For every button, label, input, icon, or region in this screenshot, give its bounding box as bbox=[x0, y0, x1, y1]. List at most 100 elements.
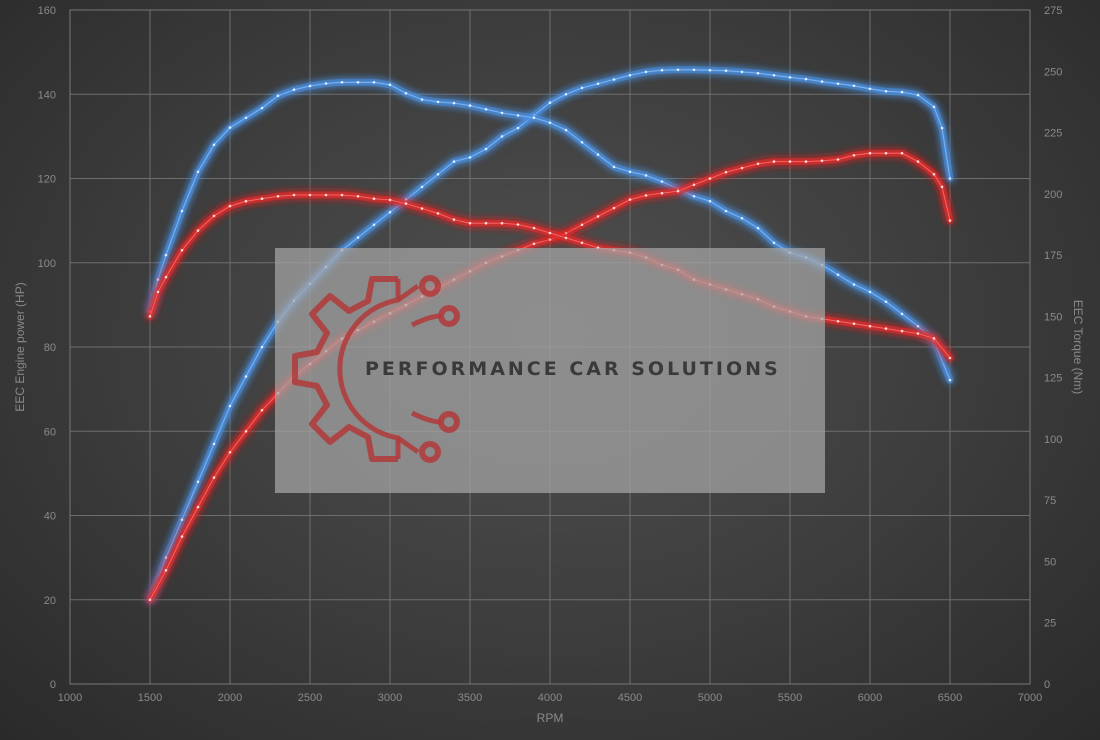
data-point bbox=[916, 93, 920, 97]
data-point bbox=[884, 151, 888, 155]
data-point bbox=[724, 69, 728, 72]
y2-tick-label: 200 bbox=[1044, 189, 1062, 201]
x-tick-label: 7000 bbox=[1018, 692, 1042, 704]
data-point bbox=[196, 170, 200, 174]
data-point bbox=[612, 206, 616, 210]
data-point bbox=[516, 126, 520, 130]
data-point bbox=[548, 101, 552, 104]
data-point bbox=[692, 183, 696, 187]
data-point bbox=[164, 253, 168, 257]
data-point bbox=[660, 68, 664, 72]
data-point bbox=[532, 116, 536, 120]
data-point bbox=[676, 68, 680, 72]
data-point bbox=[932, 105, 936, 109]
data-point bbox=[740, 70, 744, 74]
y2-tick-label: 175 bbox=[1044, 250, 1062, 262]
data-point bbox=[228, 404, 232, 408]
y2-tick-label: 250 bbox=[1044, 66, 1062, 78]
y2-tick-label: 225 bbox=[1044, 128, 1062, 140]
data-point bbox=[356, 195, 360, 198]
data-point bbox=[948, 219, 952, 222]
x-tick-label: 1500 bbox=[138, 692, 162, 704]
data-point bbox=[340, 193, 344, 197]
data-point bbox=[772, 241, 776, 245]
data-point bbox=[852, 322, 856, 326]
data-point bbox=[196, 480, 200, 484]
data-point bbox=[612, 78, 616, 81]
y2-tick-label: 50 bbox=[1044, 556, 1056, 568]
data-point bbox=[804, 160, 808, 163]
data-point bbox=[516, 114, 520, 117]
data-point bbox=[180, 209, 184, 213]
data-point bbox=[564, 128, 568, 132]
data-point bbox=[156, 278, 160, 281]
y2-tick-label: 75 bbox=[1044, 495, 1056, 507]
x-tick-label: 6000 bbox=[858, 692, 882, 704]
data-point bbox=[884, 300, 888, 304]
x-tick-label: 4500 bbox=[618, 692, 642, 704]
data-point bbox=[180, 518, 184, 521]
data-point bbox=[900, 151, 904, 155]
data-point bbox=[260, 345, 264, 349]
data-point bbox=[644, 70, 648, 74]
data-point bbox=[772, 160, 776, 163]
watermark: PERFORMANCE CAR SOLUTIONS bbox=[275, 248, 825, 493]
data-point bbox=[940, 185, 944, 189]
data-point bbox=[948, 177, 952, 180]
data-point bbox=[548, 238, 552, 241]
data-point bbox=[532, 242, 536, 246]
data-point bbox=[244, 199, 248, 203]
data-point bbox=[772, 74, 776, 77]
data-point bbox=[628, 74, 632, 77]
data-point bbox=[724, 209, 728, 213]
data-point bbox=[676, 189, 680, 193]
data-point bbox=[660, 180, 664, 183]
data-point bbox=[932, 173, 936, 176]
y2-axis-title: EEC Torque (Nm) bbox=[1071, 300, 1085, 394]
data-point bbox=[164, 556, 168, 559]
data-point bbox=[452, 218, 456, 221]
data-point bbox=[852, 84, 856, 88]
data-point bbox=[820, 159, 824, 163]
data-point bbox=[916, 160, 920, 163]
data-point bbox=[836, 82, 840, 85]
x-tick-label: 1000 bbox=[58, 692, 82, 704]
data-point bbox=[868, 290, 872, 294]
data-point bbox=[276, 195, 280, 198]
data-point bbox=[836, 273, 840, 277]
data-point bbox=[836, 320, 840, 323]
data-point bbox=[708, 199, 712, 203]
data-point bbox=[596, 215, 600, 218]
data-point bbox=[228, 204, 232, 208]
x-tick-label: 5500 bbox=[778, 692, 802, 704]
data-point bbox=[156, 290, 160, 294]
data-point bbox=[900, 312, 904, 316]
data-point bbox=[500, 111, 504, 115]
data-point bbox=[388, 210, 392, 214]
data-point bbox=[804, 77, 808, 81]
x-tick-label: 5000 bbox=[698, 692, 722, 704]
y2-tick-label: 275 bbox=[1044, 5, 1062, 17]
data-point bbox=[356, 81, 360, 84]
data-point bbox=[532, 226, 536, 230]
data-point bbox=[564, 236, 568, 240]
data-point bbox=[868, 324, 872, 328]
data-point bbox=[372, 197, 376, 200]
data-point bbox=[420, 98, 424, 101]
data-point bbox=[740, 166, 744, 170]
y-tick-label: 40 bbox=[44, 511, 56, 523]
data-point bbox=[868, 87, 872, 91]
data-point bbox=[260, 106, 264, 110]
x-tick-label: 4000 bbox=[538, 692, 562, 704]
data-point bbox=[468, 221, 472, 225]
data-point bbox=[212, 143, 216, 147]
x-tick-label: 3000 bbox=[378, 692, 402, 704]
y2-tick-label: 150 bbox=[1044, 311, 1062, 323]
data-point bbox=[148, 598, 152, 602]
y-tick-label: 0 bbox=[50, 679, 56, 691]
data-point bbox=[468, 156, 472, 159]
data-point bbox=[164, 275, 168, 279]
y-tick-label: 60 bbox=[44, 426, 56, 438]
data-point bbox=[884, 327, 888, 330]
data-point bbox=[868, 151, 872, 155]
